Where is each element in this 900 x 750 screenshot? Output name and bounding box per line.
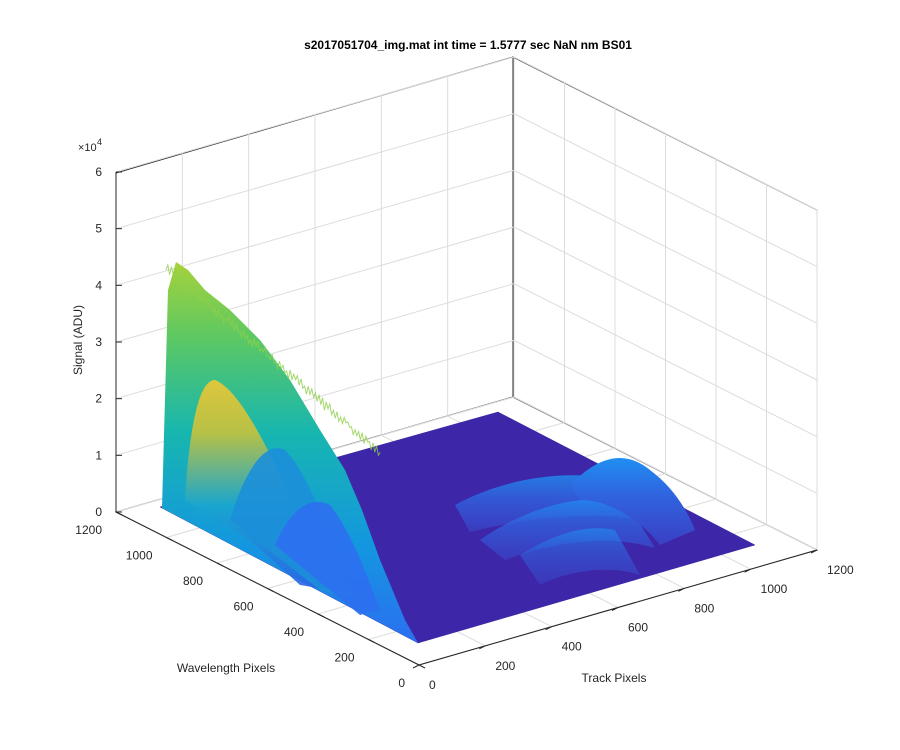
y-tick-label: 200 (334, 651, 354, 665)
z-tick-label: 5 (95, 222, 102, 236)
z-tick-label: 3 (95, 335, 102, 349)
z-exponent-base: ×10 (78, 142, 97, 154)
y-axis-label: Wavelength Pixels (177, 661, 275, 675)
z-tick-label: 6 (95, 165, 102, 179)
x-tick-label: 800 (694, 601, 714, 615)
y-tick-label: 600 (233, 600, 253, 614)
z-exponent-power: 4 (97, 137, 102, 147)
z-tick-label: 2 (95, 392, 102, 406)
x-tick-label: 200 (495, 659, 515, 673)
z-tick-label: 1 (95, 448, 102, 462)
y-tick-label: 800 (183, 574, 203, 588)
z-tick-label: 4 (95, 278, 102, 292)
x-tick-label: 400 (562, 640, 582, 654)
x-tick-label: 600 (628, 621, 648, 635)
chart-title: s2017051704_img.mat int time = 1.5777 se… (304, 38, 632, 52)
z-tick-label: 0 (95, 505, 102, 519)
x-tick-label: 1200 (827, 563, 854, 577)
x-tick-mark (413, 665, 419, 668)
x-tick-label: 1000 (761, 582, 788, 596)
z-axis-label: Signal (ADU) (71, 305, 85, 375)
x-axis-label: Track Pixels (582, 671, 647, 685)
y-tick-mark (419, 665, 425, 668)
y-tick-label: 1000 (126, 549, 153, 563)
y-tick-label: 1200 (75, 523, 102, 537)
y-tick-label: 0 (398, 676, 405, 690)
x-tick-label: 0 (429, 678, 436, 692)
y-tick-label: 400 (284, 625, 304, 639)
